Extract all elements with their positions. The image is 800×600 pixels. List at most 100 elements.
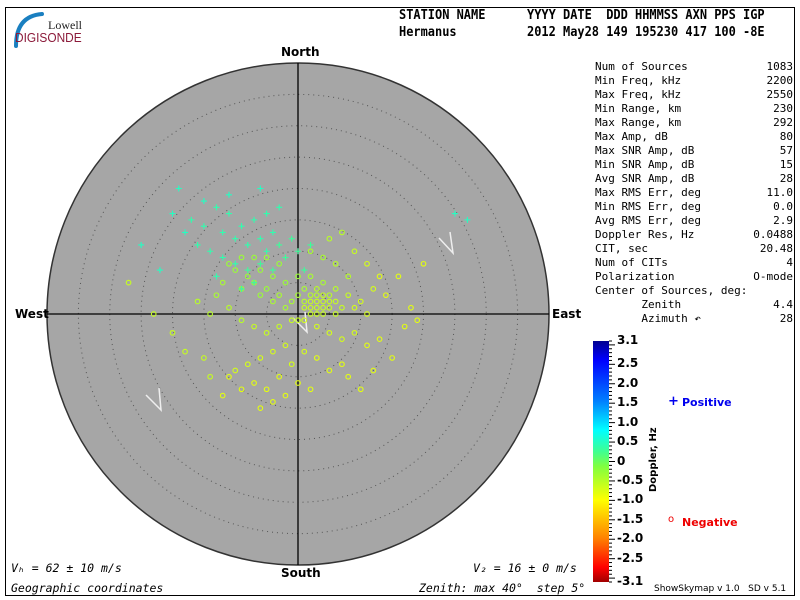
stat-value: 80 (779, 130, 793, 143)
header-station-name: Hermanus (399, 25, 457, 40)
positive-doppler-point (225, 210, 232, 217)
source-points (125, 185, 471, 411)
negative-doppler-point (313, 323, 320, 330)
negative-doppler-point (301, 304, 308, 311)
colorbar-tick-label: 0 (617, 453, 626, 468)
negative-doppler-point (263, 286, 270, 292)
negative-doppler-point (150, 311, 157, 317)
negative-doppler-point (282, 279, 289, 286)
stat-row: Azimuth ↶ 28 (595, 312, 793, 326)
colorbar-tick-label: -0.5 (617, 472, 644, 487)
positive-doppler-point (156, 267, 163, 274)
stat-row: Polarization O-mode (595, 270, 793, 284)
negative-doppler-point (288, 298, 295, 305)
negative-doppler-point (282, 342, 289, 349)
negative-doppler-point (313, 355, 320, 361)
stat-label: Max Amp, dB (595, 130, 668, 143)
negative-doppler-point (201, 355, 207, 361)
stat-label: Avg SNR Amp, dB (595, 172, 695, 185)
positive-doppler-point (200, 198, 207, 205)
negative-doppler-point (276, 323, 283, 330)
negative-doppler-point (307, 292, 314, 299)
negative-doppler-point (295, 273, 301, 280)
header-station-label: STATION NAME (399, 8, 486, 23)
stat-row: Num of Sources 1083 (595, 60, 793, 74)
positive-doppler-point (263, 248, 270, 255)
stat-label: Center of Sources, deg: (595, 284, 748, 297)
negative-doppler-point (370, 286, 377, 292)
negative-doppler-point (194, 298, 201, 305)
negative-doppler-point (226, 304, 232, 311)
negative-doppler-point (257, 292, 264, 299)
negative-doppler-point (263, 386, 270, 393)
negative-doppler-point (320, 254, 326, 261)
negative-doppler-point (257, 405, 264, 411)
negative-doppler-point (420, 260, 427, 267)
negative-doppler-point (332, 298, 339, 305)
positive-doppler-point (200, 223, 207, 230)
positive-doppler-point (219, 229, 226, 236)
negative-doppler-point (389, 355, 395, 361)
stat-label: Max SNR Amp, dB (595, 144, 695, 157)
positive-doppler-point (238, 223, 245, 230)
positive-doppler-point (251, 216, 258, 223)
negative-doppler-point (320, 304, 326, 311)
stat-value: 57 (779, 144, 793, 157)
negative-doppler-point (213, 292, 220, 299)
positive-doppler-point (188, 216, 195, 223)
negative-doppler-point (295, 292, 301, 299)
negative-doppler-point (326, 235, 333, 242)
negative-doppler-point (307, 386, 314, 393)
vertical-velocity: V₂ = 16 ± 0 m/s (473, 561, 577, 575)
stat-row: Max RMS Err, deg 11.0 (595, 186, 793, 200)
positive-doppler-point (464, 216, 471, 223)
negative-doppler-point (376, 273, 383, 280)
negative-doppler-point (307, 248, 314, 255)
negative-doppler-point (257, 355, 264, 361)
negative-doppler-point (345, 273, 352, 280)
header-date-values: 2012 May28 149 195230 417 100 -8E (527, 25, 765, 40)
negative-doppler-point (238, 317, 245, 324)
stat-label: Min SNR Amp, dB (595, 158, 695, 171)
stat-label: Num of CITs (595, 256, 668, 269)
stat-value: 2550 (766, 88, 794, 101)
positive-doppler-point (232, 260, 239, 267)
negative-doppler-point (320, 279, 326, 286)
stat-label: Min Range, km (595, 102, 682, 115)
positive-doppler-point (175, 185, 182, 192)
horizontal-velocity: Vₕ = 62 ± 10 m/s (11, 561, 122, 575)
stat-label: Doppler Res, Hz (595, 228, 695, 241)
negative-doppler-point (313, 311, 320, 317)
stat-label: Min Freq, kHz (595, 74, 682, 87)
negative-doppler-point (270, 298, 276, 305)
stat-label: Num of Sources (595, 60, 688, 73)
colorbar-tick-label: -2.0 (617, 531, 644, 546)
stat-value: 11.0 (766, 186, 794, 199)
compass-west: West (15, 307, 49, 321)
negative-doppler-point (288, 361, 295, 368)
positive-doppler-point (269, 229, 276, 236)
stat-row: Zenith 4.4 (595, 298, 793, 312)
colorbar-tick-label: 3.1 (617, 333, 639, 347)
negative-doppler-point (295, 380, 301, 386)
negative-doppler-point (408, 304, 414, 311)
negative-doppler-point (395, 273, 402, 280)
legend-positive: Positive (682, 396, 732, 409)
positive-doppler-point (219, 254, 226, 261)
positive-doppler-point (244, 267, 251, 274)
positive-doppler-point (257, 260, 264, 267)
positive-doppler-point (213, 273, 220, 280)
negative-doppler-point (364, 342, 370, 349)
colorbar-tick-label: 0.5 (617, 434, 639, 449)
positive-doppler-point (251, 279, 258, 286)
negative-doppler-point (288, 317, 295, 324)
negative-doppler-point (364, 311, 370, 317)
negative-doppler-point (232, 367, 239, 374)
stat-label: Max Range, km (595, 116, 682, 129)
positive-doppler-point (288, 235, 295, 242)
stat-value: 2.9 (773, 214, 793, 227)
stat-row: Avg SNR Amp, dB 28 (595, 172, 793, 186)
negative-doppler-point (232, 267, 239, 273)
negative-doppler-point (339, 361, 345, 368)
positive-doppler-point (169, 210, 176, 217)
